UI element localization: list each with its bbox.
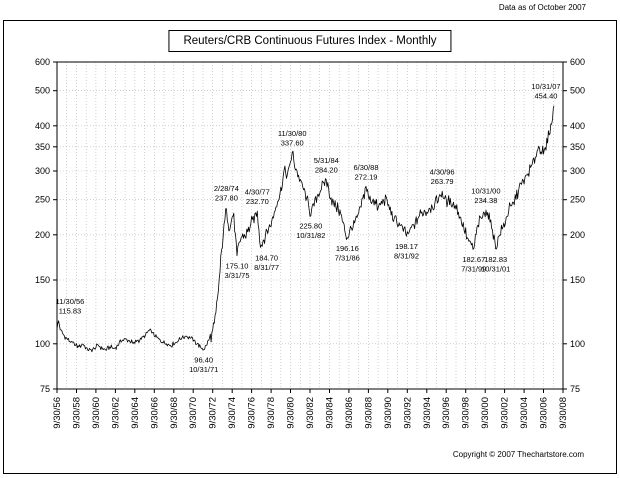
- annotation-line2: 10/31/71: [189, 365, 218, 374]
- x-tick-label: 9/30/08: [558, 397, 569, 429]
- annotation-line2: 237.80: [215, 194, 238, 203]
- y-tick-label: 150: [570, 275, 585, 285]
- annotation-line1: 4/30/96: [430, 168, 455, 177]
- x-tick-label: 9/30/78: [266, 397, 277, 429]
- annotation-line2: 337.60: [281, 138, 304, 147]
- x-axis-labels: 9/30/56 9/30/58 9/30/60 9/30/62 9/30/64 9/30/…: [52, 397, 569, 429]
- y-tick-label: 250: [35, 195, 50, 205]
- y-tick-label: 200: [570, 230, 585, 240]
- x-tick-label: 9/30/58: [72, 397, 83, 429]
- x-tick-label: 9/30/90: [383, 397, 394, 429]
- x-tick-label: 9/30/68: [169, 397, 180, 429]
- annotation-line1: 5/31/84: [314, 156, 339, 165]
- x-tick-label: 9/30/82: [305, 397, 316, 429]
- annotation-line1: 184.70: [255, 253, 278, 262]
- annotation-line1: 175.10: [226, 262, 249, 271]
- annotation-line2: 232.70: [246, 197, 269, 206]
- y-tick-label: 75: [40, 384, 50, 394]
- y-tick-label: 400: [570, 121, 585, 131]
- x-tick-label: 9/30/98: [461, 397, 472, 429]
- annotation-line1: 2/28/74: [214, 184, 239, 193]
- y-tick-label: 400: [35, 121, 50, 131]
- series-line: [56, 105, 555, 353]
- annotation-line1: 182.83: [484, 255, 507, 264]
- x-tick-label: 9/30/84: [325, 397, 336, 429]
- annotation-line1: 10/31/07: [531, 82, 560, 91]
- y-axis-labels: 600 600 500 500 400 400 350 350 300 300 250 250 200 2…: [35, 57, 585, 394]
- y-tick-label: 100: [570, 339, 585, 349]
- y-tick-label: 300: [570, 166, 585, 176]
- grid-layer: [57, 62, 563, 389]
- x-tick-label: 9/30/62: [110, 397, 121, 429]
- annotation-line2: 263.79: [431, 177, 454, 186]
- annotation-line1: 182.67: [462, 255, 485, 264]
- x-tick-label: 9/30/56: [52, 397, 63, 429]
- annotation-line2: 8/31/92: [394, 252, 419, 261]
- data-as-of-note: Data as of October 2007: [498, 3, 586, 12]
- chart-frame: Reuters/CRB Continuous Futures Index - M…: [3, 20, 617, 474]
- annotation-line1: 6/30/88: [353, 163, 378, 172]
- x-tick-label: 9/30/86: [344, 397, 355, 429]
- annotation-line2: 8/31/77: [254, 263, 279, 272]
- x-tick-label: 9/30/80: [286, 397, 297, 429]
- y-tick-label: 250: [570, 195, 585, 205]
- annotation-line2: 10/31/82: [296, 231, 325, 240]
- annotation-line2: 284.20: [315, 166, 338, 175]
- annotation-line1: 198.17: [395, 242, 418, 251]
- annotation-line2: 234.38: [474, 196, 497, 205]
- y-tick-label: 500: [570, 86, 585, 96]
- y-tick-label: 100: [35, 339, 50, 349]
- annotation-line1: 96.40: [194, 356, 213, 365]
- x-tick-label: 9/30/70: [188, 397, 199, 429]
- annotation-line1: 10/31/00: [471, 186, 500, 195]
- y-tick-label: 200: [35, 230, 50, 240]
- y-tick-label: 75: [570, 384, 580, 394]
- copyright-note: Copyright © 2007 Thechartstore.com: [452, 450, 584, 459]
- x-tick-label: 9/30/72: [208, 397, 219, 429]
- x-tick-label: 9/30/66: [149, 397, 160, 429]
- y-tick-label: 350: [35, 142, 50, 152]
- x-tick-label: 9/30/00: [480, 397, 491, 429]
- annotation-line1: 11/30/56: [56, 297, 85, 306]
- annotation-line1: 196.16: [336, 244, 359, 253]
- y-tick-label: 150: [35, 275, 50, 285]
- x-tick-label: 9/30/06: [539, 397, 550, 429]
- annotation-line2: 272.19: [355, 172, 378, 181]
- y-tick-label: 300: [35, 166, 50, 176]
- annotation-line2: 7/31/86: [335, 253, 360, 262]
- chart-title: Reuters/CRB Continuous Futures Index - M…: [168, 30, 452, 52]
- x-tick-label: 9/30/74: [227, 397, 238, 429]
- x-tick-label: 9/30/60: [91, 397, 102, 429]
- y-tick-label: 350: [570, 142, 585, 152]
- annotation-line2: 10/31/01: [481, 264, 510, 273]
- x-tick-label: 9/30/96: [441, 397, 452, 429]
- x-tick-label: 9/30/94: [422, 397, 433, 429]
- annotation-line2: 115.83: [59, 307, 81, 316]
- annotation-line1: 11/30/80: [278, 129, 307, 138]
- annotation-line2: 454.40: [535, 92, 558, 101]
- x-tick-label: 9/30/92: [402, 397, 413, 429]
- x-tick-label: 9/30/02: [500, 397, 511, 429]
- x-tick-label: 9/30/88: [363, 397, 374, 429]
- annotation-line2: 3/31/75: [224, 271, 249, 280]
- annotation-line2: 7/31/99: [461, 265, 486, 274]
- annotation-line1: 4/30/77: [245, 187, 270, 196]
- axis-ticks: [53, 61, 567, 393]
- annotation-line1: 225.80: [299, 222, 322, 231]
- x-tick-label: 9/30/04: [519, 397, 530, 429]
- x-tick-label: 9/30/64: [130, 397, 141, 429]
- y-tick-label: 600: [570, 57, 585, 67]
- x-tick-label: 9/30/76: [247, 397, 258, 429]
- y-tick-label: 600: [35, 57, 50, 67]
- y-tick-label: 500: [35, 86, 50, 96]
